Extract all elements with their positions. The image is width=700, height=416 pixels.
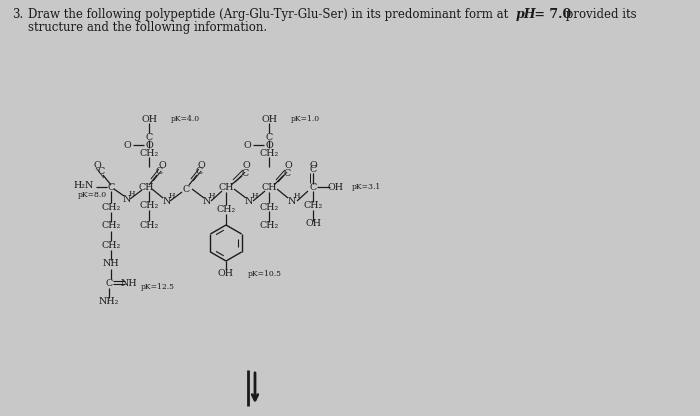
Text: H: H — [252, 192, 258, 200]
Text: CH: CH — [218, 183, 234, 191]
Text: H: H — [169, 192, 175, 200]
Text: NH₂: NH₂ — [99, 297, 119, 307]
Text: C: C — [309, 183, 316, 191]
Text: CH₂: CH₂ — [139, 220, 159, 230]
Text: Draw the following polypeptide (Arg-Glu-Tyr-Glu-Ser) in its predominant form at: Draw the following polypeptide (Arg-Glu-… — [28, 8, 512, 21]
Text: O: O — [123, 141, 131, 149]
Text: CH₂: CH₂ — [139, 201, 159, 210]
Text: C: C — [155, 168, 162, 176]
Text: CH₂: CH₂ — [102, 240, 120, 250]
Text: OH: OH — [141, 114, 157, 124]
Text: pK=12.5: pK=12.5 — [141, 283, 175, 291]
Text: C: C — [146, 133, 153, 141]
Text: CH₂: CH₂ — [216, 205, 236, 213]
Text: CH₂: CH₂ — [102, 203, 120, 211]
Text: OH: OH — [218, 270, 234, 278]
Text: N: N — [288, 196, 296, 206]
Text: pK=8.0: pK=8.0 — [78, 191, 107, 199]
Text: C: C — [107, 183, 115, 191]
Text: O: O — [265, 141, 273, 149]
Text: H: H — [209, 192, 216, 200]
Text: OH: OH — [305, 220, 321, 228]
Text: C: C — [183, 185, 190, 193]
Text: O: O — [242, 161, 250, 171]
Text: C: C — [284, 168, 290, 178]
Text: structure and the following information.: structure and the following information. — [28, 21, 267, 34]
Text: CH₂: CH₂ — [260, 203, 279, 211]
Text: OH: OH — [261, 114, 277, 124]
Text: C: C — [195, 168, 202, 176]
Text: C: C — [97, 168, 104, 176]
Text: pK=3.1: pK=3.1 — [352, 183, 382, 191]
Text: H: H — [294, 192, 300, 200]
Text: provided its: provided its — [562, 8, 636, 21]
Text: H: H — [129, 190, 135, 198]
Text: 3.: 3. — [12, 8, 23, 21]
Text: CH₂: CH₂ — [102, 221, 120, 230]
Text: C: C — [241, 168, 248, 178]
Text: = 7.0: = 7.0 — [530, 8, 571, 21]
Text: O: O — [145, 141, 153, 149]
Text: pK=10.5: pK=10.5 — [248, 270, 282, 278]
Text: O: O — [93, 161, 101, 169]
Text: CH: CH — [261, 183, 277, 191]
Text: C: C — [309, 164, 316, 173]
Text: N: N — [163, 196, 172, 206]
Text: pK=4.0: pK=4.0 — [171, 115, 200, 123]
Text: O: O — [197, 161, 205, 169]
Text: N: N — [203, 196, 211, 206]
Text: NH: NH — [103, 260, 119, 268]
Text: pK=1.0: pK=1.0 — [291, 115, 320, 123]
Text: CH₂: CH₂ — [303, 201, 323, 210]
Text: CH₂: CH₂ — [139, 149, 159, 158]
Text: C: C — [265, 133, 272, 141]
Text: O: O — [243, 141, 251, 149]
Text: CH: CH — [139, 183, 154, 191]
Text: pH: pH — [516, 8, 536, 21]
Text: N: N — [122, 195, 131, 203]
Text: CH₂: CH₂ — [260, 149, 279, 158]
Text: C: C — [106, 278, 113, 287]
Text: NH: NH — [120, 278, 137, 287]
Text: N: N — [245, 196, 253, 206]
Text: CH₂: CH₂ — [260, 221, 279, 230]
Text: H₂N: H₂N — [74, 181, 94, 190]
Text: O: O — [284, 161, 292, 171]
Text: O: O — [309, 161, 317, 169]
Text: O: O — [158, 161, 166, 169]
Text: OH: OH — [327, 183, 343, 191]
